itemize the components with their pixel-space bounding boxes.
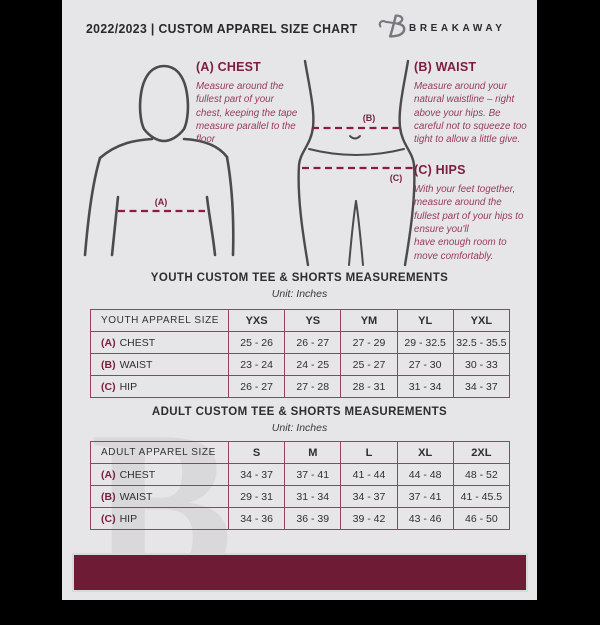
measurement-cell: 36 - 39 bbox=[284, 507, 342, 530]
youth-table-title: YOUTH CUSTOM TEE & SHORTS MEASUREMENTS bbox=[150, 272, 449, 284]
measurement-cell: 31 - 34 bbox=[284, 485, 342, 508]
brand-name: BREAKAWAY bbox=[409, 23, 506, 34]
adult-size-table: ADULT APPAREL SIZE S M L XL 2XL (A) CHEST… bbox=[90, 441, 511, 530]
measurement-cell: 37 - 41 bbox=[284, 463, 342, 486]
measurement-cell: 44 - 48 bbox=[396, 463, 454, 486]
adult-size-header-label: ADULT APPAREL SIZE bbox=[90, 441, 229, 464]
table-row: (C) HIP 34 - 36 36 - 39 39 - 42 43 - 46 4… bbox=[90, 507, 511, 530]
waist-instruction-heading: (B) WAIST bbox=[414, 60, 477, 74]
youth-table-unit: Unit: Inches bbox=[271, 288, 328, 300]
measurement-cell: 34 - 37 bbox=[452, 375, 511, 398]
row-label: (B) WAIST bbox=[90, 485, 229, 508]
waist-line-label: (B) bbox=[363, 113, 376, 123]
measurement-cell: 32.5 - 35.5 bbox=[452, 331, 511, 354]
size-col-header: YM bbox=[340, 309, 398, 332]
measurement-cell: 48 - 52 bbox=[452, 463, 511, 486]
chest-instruction: (A) CHEST Measure around the fullest par… bbox=[196, 60, 300, 147]
measurement-cell: 41 - 44 bbox=[340, 463, 398, 486]
size-col-header: YL bbox=[396, 309, 454, 332]
measurement-cell: 43 - 46 bbox=[396, 507, 454, 530]
measurement-cell: 30 - 33 bbox=[452, 353, 511, 376]
size-col-header: YXS bbox=[227, 309, 286, 332]
row-label: (A) CHEST bbox=[90, 331, 229, 354]
size-col-header: YS bbox=[284, 309, 342, 332]
measurement-cell: 31 - 34 bbox=[396, 375, 454, 398]
adult-table-unit: Unit: Inches bbox=[271, 422, 328, 434]
size-col-header: S bbox=[227, 441, 286, 464]
hips-line-label: (C) bbox=[390, 173, 403, 183]
row-label: (A) CHEST bbox=[90, 463, 229, 486]
chest-instruction-heading: (A) CHEST bbox=[196, 60, 262, 74]
measurement-cell: 29 - 31 bbox=[227, 485, 286, 508]
youth-size-table: YOUTH APPAREL SIZE YXS YS YM YL YXL (A) C… bbox=[90, 309, 511, 398]
youth-size-header-label: YOUTH APPAREL SIZE bbox=[90, 309, 229, 332]
row-label: (C) HIP bbox=[90, 507, 229, 530]
hips-instruction-heading: (C) HIPS bbox=[414, 163, 466, 177]
torso-diagram: (A) bbox=[72, 55, 247, 273]
lower-body-diagram: (B) (C) bbox=[287, 55, 425, 273]
measurement-cell: 27 - 29 bbox=[340, 331, 398, 354]
chest-line-label: (A) bbox=[155, 197, 168, 207]
waist-instruction-text: Measure around your natural waistline – … bbox=[414, 81, 527, 146]
size-col-header: 2XL bbox=[452, 441, 511, 464]
measurement-cell: 34 - 37 bbox=[340, 485, 398, 508]
measurement-cell: 25 - 26 bbox=[227, 331, 286, 354]
table-row: (B) WAIST 23 - 24 24 - 25 25 - 27 27 - 30… bbox=[90, 353, 511, 376]
measurement-cell: 28 - 31 bbox=[340, 375, 398, 398]
measurement-cell: 27 - 30 bbox=[396, 353, 454, 376]
measurement-cell: 26 - 27 bbox=[227, 375, 286, 398]
page-title: 2022/2023 | CUSTOM APPAREL SIZE CHART bbox=[86, 21, 358, 36]
size-col-header: L bbox=[340, 441, 398, 464]
footer-bar bbox=[72, 553, 528, 592]
measurement-cell: 37 - 41 bbox=[396, 485, 454, 508]
measurement-cell: 26 - 27 bbox=[284, 331, 342, 354]
table-row: ADULT APPAREL SIZE S M L XL 2XL bbox=[90, 441, 511, 464]
measurement-cell: 27 - 28 bbox=[284, 375, 342, 398]
size-col-header: XL bbox=[396, 441, 454, 464]
hips-instruction-text: With your feet together, measure around … bbox=[414, 184, 524, 262]
measurement-cell: 34 - 37 bbox=[227, 463, 286, 486]
row-label: (B) WAIST bbox=[90, 353, 229, 376]
chest-instruction-text: Measure around the fullest part of your … bbox=[196, 81, 298, 146]
size-chart-page: 2022/2023 | CUSTOM APPAREL SIZE CHART BR… bbox=[62, 0, 537, 613]
table-row: (C) HIP 26 - 27 27 - 28 28 - 31 31 - 34 3… bbox=[90, 375, 511, 398]
size-col-header: YXL bbox=[452, 309, 511, 332]
measurement-cell: 24 - 25 bbox=[284, 353, 342, 376]
table-row: YOUTH APPAREL SIZE YXS YS YM YL YXL bbox=[90, 309, 511, 332]
adult-table-title: ADULT CUSTOM TEE & SHORTS MEASUREMENTS bbox=[151, 406, 448, 418]
breakaway-logo-icon bbox=[378, 11, 408, 46]
measurement-cell: 46 - 50 bbox=[452, 507, 511, 530]
hips-instruction: (C) HIPS With your feet together, measur… bbox=[414, 163, 528, 263]
table-row: (A) CHEST 25 - 26 26 - 27 27 - 29 29 - 32… bbox=[90, 331, 511, 354]
waist-instruction: (B) WAIST Measure around your natural wa… bbox=[414, 60, 528, 147]
table-row: (B) WAIST 29 - 31 31 - 34 34 - 37 37 - 41… bbox=[90, 485, 511, 508]
measurement-cell: 34 - 36 bbox=[227, 507, 286, 530]
measurement-cell: 39 - 42 bbox=[340, 507, 398, 530]
row-label: (C) HIP bbox=[90, 375, 229, 398]
measurement-cell: 25 - 27 bbox=[340, 353, 398, 376]
measurement-cell: 41 - 45.5 bbox=[452, 485, 511, 508]
size-col-header: M bbox=[284, 441, 342, 464]
table-row: (A) CHEST 34 - 37 37 - 41 41 - 44 44 - 48… bbox=[90, 463, 511, 486]
measurement-cell: 23 - 24 bbox=[227, 353, 286, 376]
measurement-cell: 29 - 32.5 bbox=[396, 331, 454, 354]
